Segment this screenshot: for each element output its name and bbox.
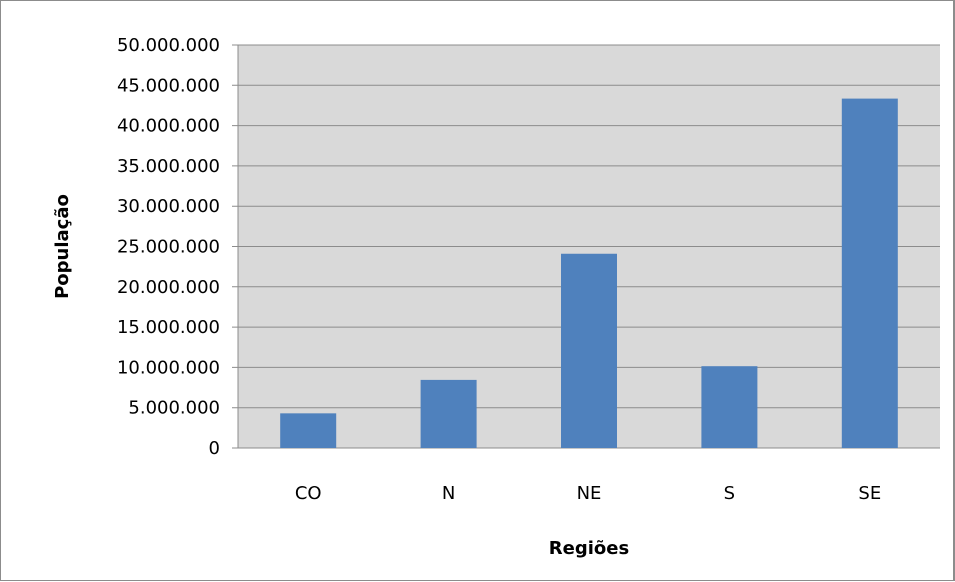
y-tick-label: 35.000.000: [117, 156, 220, 177]
bar-co: [280, 413, 337, 448]
bar-n: [420, 379, 477, 448]
y-tick-label: 5.000.000: [128, 398, 220, 419]
bar-ne: [561, 253, 617, 448]
y-axis-tick-labels: 0 5.000.000 10.000.000 15.000.000 20.000.000…: [117, 35, 220, 459]
x-axis-title: Regiões: [549, 538, 629, 559]
y-tick-label: 50.000.000: [117, 35, 220, 56]
y-tick-label: 30.000.000: [117, 196, 220, 217]
x-tick-label: CO: [295, 483, 322, 504]
x-tick-label: N: [442, 483, 455, 504]
x-axis-tick-labels: CO N NE S SE: [295, 483, 881, 504]
y-tick-label: 25.000.000: [117, 237, 220, 258]
bar-se: [841, 98, 898, 448]
x-tick-label: S: [724, 483, 735, 504]
y-tick-label: 0: [209, 438, 220, 459]
y-tick-label: 10.000.000: [117, 357, 220, 378]
x-tick-label: SE: [858, 483, 881, 504]
x-tick-label: NE: [577, 483, 602, 504]
y-tick-label: 20.000.000: [117, 277, 220, 298]
y-tick-label: 45.000.000: [117, 75, 220, 96]
bar-s: [701, 366, 758, 448]
y-tick-label: 15.000.000: [117, 317, 220, 338]
bars: [280, 98, 898, 448]
y-tick-label: 40.000.000: [117, 116, 220, 137]
y-axis-title: População: [52, 194, 73, 299]
